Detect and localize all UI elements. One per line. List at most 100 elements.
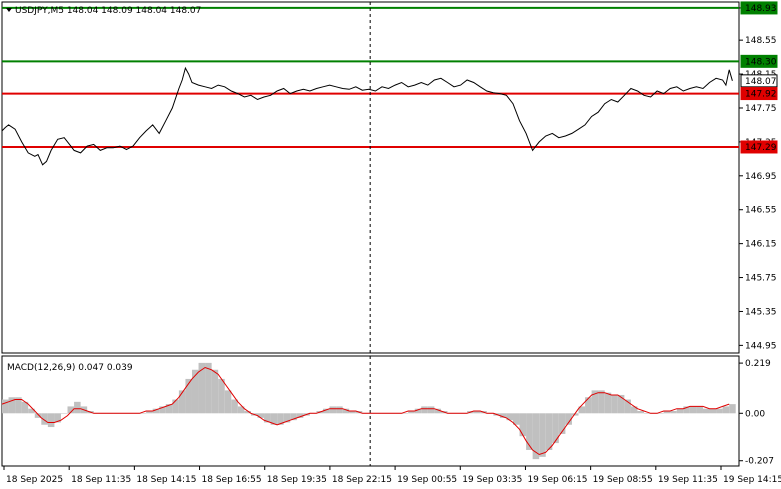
time-tick-label: 19 Sep 03:35: [462, 475, 522, 485]
macd-histogram-bar: [512, 413, 520, 425]
price-tick-label: 148.55: [745, 36, 777, 46]
macd-histogram-bar: [198, 362, 206, 414]
macd-histogram-bar: [663, 411, 671, 414]
macd-histogram-bar: [696, 406, 703, 414]
macd-histogram-bar: [185, 378, 192, 414]
macd-histogram-bar: [264, 413, 271, 423]
macd-histogram-bar: [519, 413, 527, 437]
macd-histogram-bar: [41, 413, 48, 425]
macd-histogram-bar: [676, 408, 684, 414]
macd-header: MACD(12,26,9) 0.047 0.039: [7, 363, 133, 373]
macd-histogram-bar: [473, 411, 481, 414]
macd-histogram-bar: [2, 399, 9, 414]
time-tick-label: 18 Sep 2025: [6, 475, 63, 485]
time-tick-label: 18 Sep 19:35: [267, 475, 327, 485]
macd-histogram-bar: [565, 413, 572, 425]
price-tag-label: 147.29: [745, 143, 777, 153]
macd-histogram-bar: [702, 408, 710, 414]
macd-histogram-bar: [434, 408, 441, 414]
price-line-series-0: [1, 66, 733, 166]
macd-histogram-bar: [290, 413, 297, 421]
macd-histogram-bar: [323, 408, 330, 414]
macd-histogram-bar: [191, 369, 199, 414]
macd-histogram-bar: [74, 401, 81, 414]
macd-histogram-bar: [617, 394, 625, 414]
macd-signal-line: [1, 366, 730, 456]
price-tag-label: 148.30: [745, 57, 777, 67]
macd-histogram-bar: [21, 401, 29, 414]
macd-histogram-bar: [178, 390, 186, 414]
price-tick-label: 144.95: [745, 341, 777, 351]
time-tick-label: 19 Sep 08:55: [593, 475, 653, 485]
macd-histogram-bar: [427, 406, 435, 414]
time-tick-label: 19 Sep 00:55: [397, 475, 457, 485]
macd-histogram-bar: [552, 413, 559, 444]
macd-histogram-bar: [296, 413, 304, 418]
dropdown-triangle-icon[interactable]: [6, 8, 12, 12]
time-axis: 18 Sep 2025 18 Sep 11:35 18 Sep 14:15 18 Se…: [3, 466, 781, 485]
macd-histogram-bar: [644, 413, 651, 414]
macd-histogram-bar: [283, 413, 291, 423]
price-tag-resistance: [740, 54, 778, 68]
macd-histogram-bar: [545, 413, 553, 450]
macd-histogram-bar: [558, 413, 566, 434]
price-tick-label: 146.15: [745, 240, 777, 250]
macd-histogram-bar: [670, 411, 677, 414]
macd-histogram-bar: [139, 413, 147, 414]
macd-histogram-bar: [15, 397, 22, 414]
macd-histogram-bar: [28, 408, 35, 414]
macd-histogram-bar: [211, 369, 219, 414]
macd-histogram-bar: [342, 408, 350, 414]
macd-histogram-bar: [408, 411, 415, 414]
macd-histogram-bar: [165, 404, 173, 414]
macd-histogram-bar: [506, 413, 513, 421]
price-tag-support: [740, 87, 778, 101]
time-tick-label: 19 Sep 06:15: [527, 475, 587, 485]
macd-histogram-bar: [270, 413, 278, 425]
price-tag-label: 148.93: [745, 4, 777, 14]
macd-histogram-bar: [172, 399, 179, 414]
macd-histogram-bar: [159, 406, 166, 414]
macd-tick-label: -0.207: [745, 457, 774, 467]
macd-histogram-bar: [257, 413, 265, 418]
macd-histogram-bar: [709, 408, 717, 414]
macd-histogram-bar: [611, 394, 618, 414]
time-tick-label: 19 Sep 14:15: [723, 475, 781, 485]
macd-histogram-bar: [60, 413, 68, 414]
macd-histogram-bar: [205, 362, 212, 414]
macd-histogram-bar: [571, 413, 579, 416]
macd-histogram-bar: [277, 413, 284, 425]
macd-histogram-bar: [152, 408, 160, 414]
time-tick-label: 19 Sep 11:35: [658, 475, 718, 485]
macd-histogram-bar: [729, 404, 736, 414]
macd-histogram-bar: [8, 397, 16, 414]
macd-histogram-bar: [336, 406, 343, 414]
macd-histogram-bar: [526, 413, 533, 450]
macd-tick-label: 0.00: [745, 409, 765, 419]
macd-histogram-bar: [146, 411, 153, 414]
time-tick-label: 18 Sep 16:55: [202, 475, 262, 485]
macd-signal-polyline: [1, 366, 730, 456]
macd-histogram-bar: [578, 406, 586, 414]
macd-histogram-bar: [47, 413, 55, 428]
price-series: [1, 66, 733, 166]
macd-histogram-bar: [532, 413, 540, 460]
macd-histogram-bar: [539, 413, 546, 457]
symbol-header: USDJPY,M5 148.04 148.09 148.04 148.07: [15, 6, 201, 16]
price-tag-label: 147.92: [745, 90, 777, 100]
macd-histogram-bar: [34, 413, 42, 418]
macd-histogram-bar: [414, 408, 422, 414]
price-tag-support: [740, 140, 778, 154]
price-tick-label: 145.75: [745, 274, 777, 284]
time-tick-label: 18 Sep 11:35: [71, 475, 131, 485]
macd-histogram-bar: [624, 399, 631, 414]
macd-tick-label: 0.219: [745, 359, 771, 369]
macd-histogram-bar: [637, 411, 645, 414]
price-tags: 148.93 148.30 148.07 147.92 147.29: [740, 1, 778, 154]
macd-histogram-bar: [716, 408, 723, 414]
time-tick-label: 18 Sep 14:15: [136, 475, 196, 485]
macd-histogram-bar: [244, 411, 251, 414]
macd-histogram-bar: [54, 413, 61, 423]
price-tick-label: 147.75: [745, 104, 777, 114]
